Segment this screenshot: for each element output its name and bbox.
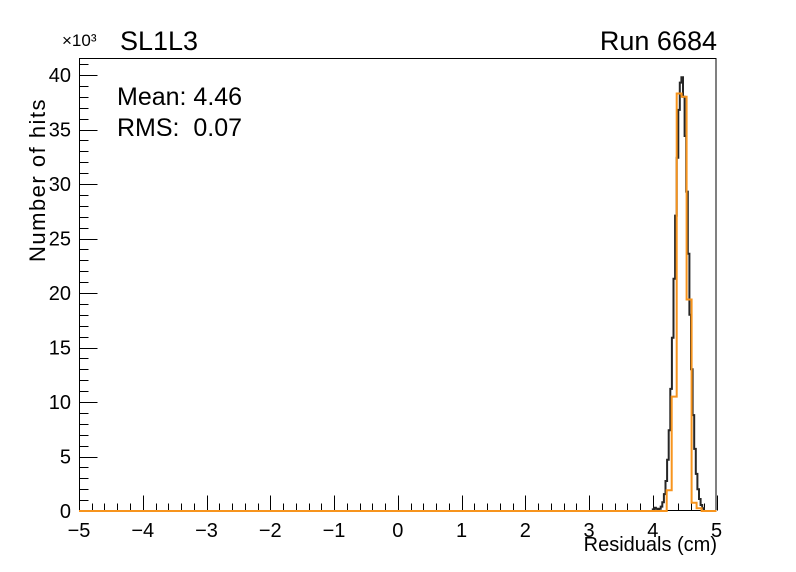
y-tick-label: 40 — [49, 65, 71, 87]
plot-title: SL1L3 — [120, 26, 199, 56]
x-tick-label: −2 — [259, 520, 282, 542]
x-axis-title: Residuals (cm) — [583, 534, 717, 556]
y-tick-label: 35 — [49, 120, 71, 142]
histogram-black — [79, 76, 717, 512]
stat-mean-text: Mean: 4.46 — [117, 83, 243, 111]
y-tick-label: 15 — [49, 338, 71, 360]
x-tick-label: 1 — [456, 520, 467, 542]
y-axis-title: Number of hits — [25, 97, 50, 262]
y-tick-label: 0 — [60, 501, 71, 523]
x-tick-label: 3 — [583, 520, 594, 542]
x-tick-label: −3 — [195, 520, 218, 542]
y-tick-label: 25 — [49, 229, 71, 251]
y-tick-label: 5 — [60, 447, 71, 469]
x-tick-label: 2 — [520, 520, 531, 542]
x-tick-label: 0 — [392, 520, 403, 542]
histogram-orange — [79, 92, 717, 512]
stat-rms-text: RMS: 0.07 — [117, 114, 243, 142]
x-tick-label: −5 — [68, 520, 91, 542]
y-tick-label: 10 — [49, 392, 71, 414]
run-number-label: Run 6684 — [599, 26, 717, 56]
y-tick-label: 30 — [49, 174, 71, 196]
y-axis-exponent: ×10³ — [62, 31, 97, 50]
y-tick-label: 20 — [49, 283, 71, 305]
x-tick-label: −4 — [131, 520, 154, 542]
x-tick-label: 4 — [647, 520, 658, 542]
x-tick-label: 5 — [711, 520, 722, 542]
x-tick-label: −1 — [323, 520, 346, 542]
